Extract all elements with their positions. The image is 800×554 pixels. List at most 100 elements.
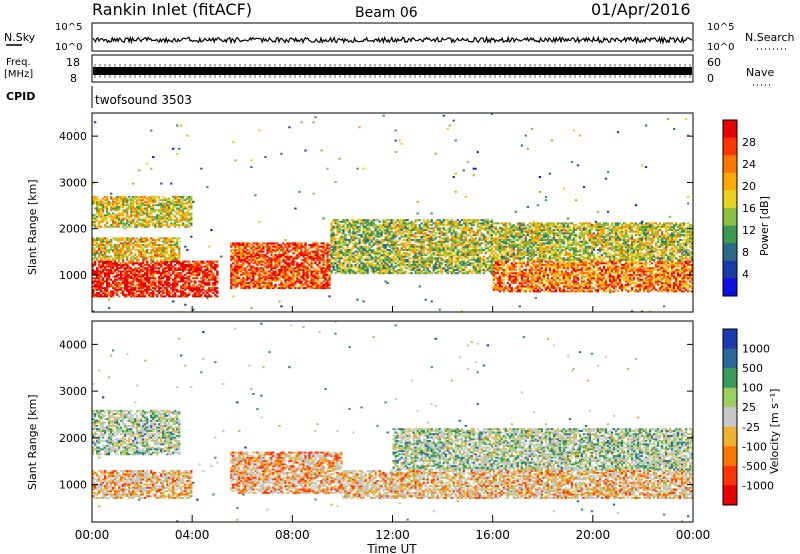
data-cell (314, 254, 317, 256)
data-cell (206, 290, 209, 293)
data-cell (124, 222, 127, 225)
data-cell (94, 280, 97, 283)
data-cell (238, 258, 241, 261)
data-cell (134, 237, 137, 240)
data-cell (290, 275, 293, 278)
data-cell (110, 249, 113, 251)
data-cell (106, 209, 109, 212)
data-cell (190, 287, 193, 290)
data-cell (178, 195, 181, 198)
data-cell (190, 222, 193, 225)
data-cell (418, 262, 421, 265)
data-cell (284, 265, 287, 268)
data-cell (104, 275, 107, 278)
data-cell (456, 232, 459, 235)
data-cell (392, 237, 395, 240)
data-cell (422, 225, 425, 228)
data-cell (152, 156, 155, 159)
data-cell (188, 195, 191, 198)
data-cell (304, 252, 307, 255)
data-cell (270, 254, 273, 256)
data-cell (214, 275, 217, 278)
data-cell (190, 205, 193, 208)
data-cell (100, 293, 103, 296)
data-cell (456, 272, 459, 275)
data-cell (258, 254, 261, 256)
data-cell (366, 234, 369, 237)
data-cell (270, 277, 273, 280)
data-cell (144, 212, 147, 215)
data-cell (274, 263, 277, 266)
data-cell (276, 268, 279, 271)
data-cell (262, 250, 265, 253)
data-cell (418, 267, 421, 270)
data-cell (366, 252, 369, 255)
data-cell (382, 272, 385, 275)
data-cell (254, 194, 257, 197)
data-cell (260, 285, 263, 288)
data-cell (384, 260, 387, 263)
data-cell (400, 272, 403, 275)
data-cell (100, 249, 103, 251)
data-cell (132, 273, 135, 276)
data-cell (124, 293, 127, 296)
data-cell (154, 283, 157, 286)
data-cell (190, 214, 193, 217)
data-cell (138, 270, 141, 273)
data-cell (234, 245, 237, 248)
data-cell (352, 229, 355, 232)
data-cell (270, 287, 273, 290)
data-cell (268, 282, 271, 285)
data-cell (354, 220, 357, 223)
data-cell (180, 268, 183, 271)
data-cell (298, 245, 301, 248)
data-cell (332, 265, 335, 268)
data-cell (368, 262, 371, 265)
data-cell (386, 254, 389, 256)
data-cell (190, 197, 193, 200)
data-cell (394, 225, 397, 228)
data-cell (148, 292, 151, 295)
data-cell (150, 215, 153, 218)
data-cell (124, 268, 127, 271)
data-cell (146, 249, 149, 251)
data-cell (108, 292, 111, 295)
data-cell (460, 252, 463, 255)
data-cell (114, 217, 117, 220)
data-cell (162, 214, 165, 217)
data-cell (136, 240, 139, 243)
data-cell (404, 260, 407, 263)
data-cell (172, 268, 175, 271)
data-cell (168, 278, 171, 281)
data-cell (424, 225, 427, 228)
data-cell (190, 224, 193, 227)
data-cell (252, 252, 255, 255)
data-cell (276, 254, 279, 256)
data-cell (350, 254, 353, 256)
data-cell (114, 202, 117, 205)
data-cell (378, 268, 381, 271)
data-cell (158, 237, 161, 240)
data-cell (106, 207, 109, 210)
data-cell (142, 212, 145, 215)
data-cell (258, 242, 261, 245)
data-cell (138, 290, 141, 293)
data-cell (370, 240, 373, 243)
data-cell (146, 224, 149, 227)
data-cell (98, 268, 101, 271)
data-cell (114, 247, 117, 250)
data-cell (412, 225, 415, 228)
data-cell (420, 272, 423, 275)
data-cell (342, 224, 345, 227)
data-cell (258, 282, 261, 285)
data-cell (202, 272, 205, 275)
data-cell (98, 272, 101, 275)
data-cell (392, 232, 395, 235)
data-cell (98, 278, 101, 281)
data-cell (424, 260, 427, 263)
data-cell (394, 257, 397, 260)
data-cell (110, 202, 113, 205)
data-cell (446, 252, 449, 255)
data-cell (340, 262, 343, 265)
data-cell (152, 217, 155, 220)
